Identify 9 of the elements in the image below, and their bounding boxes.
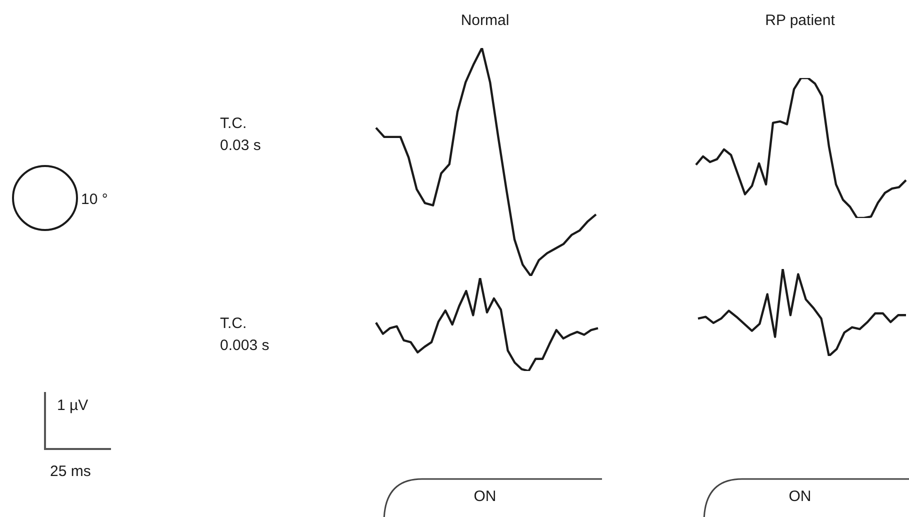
text: 1 µV xyxy=(57,397,88,414)
chart-title: Normal xyxy=(460,12,510,29)
text: ON xyxy=(472,488,498,505)
y-axis-title: T.C. 0.003 s xyxy=(220,314,270,356)
text: ON xyxy=(788,488,812,505)
text: 10 ° xyxy=(81,191,108,208)
chart-title: RP patient xyxy=(764,12,836,29)
text: 25 ms xyxy=(50,463,91,480)
y-axis-title: T.C. 0.03 s xyxy=(220,114,262,156)
